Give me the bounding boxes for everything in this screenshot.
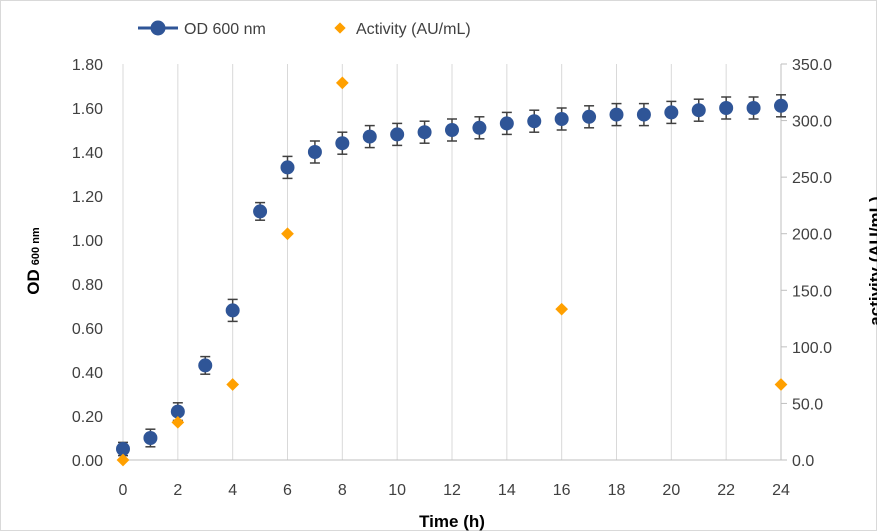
od-point — [554, 112, 569, 126]
x-tick-label: 16 — [553, 482, 571, 499]
od-point — [417, 125, 432, 140]
activity-point — [116, 453, 130, 467]
y2-tick-label: 200.0 — [792, 227, 832, 244]
x-tick-label: 18 — [608, 482, 626, 499]
od-point — [170, 404, 185, 419]
y2-tick-label: 150.0 — [792, 283, 832, 300]
od-point — [198, 358, 213, 373]
od-point — [472, 120, 487, 135]
od-point — [362, 129, 377, 144]
legend-od-marker — [150, 20, 166, 36]
od-point — [719, 101, 734, 115]
x-tick-label: 22 — [717, 482, 735, 499]
od-point — [253, 204, 268, 219]
y-tick-label: 0.60 — [72, 321, 103, 338]
y2-tick-label: 250.0 — [792, 170, 832, 187]
series-layer — [116, 76, 788, 467]
y2-tick-label: 100.0 — [792, 340, 832, 357]
axis-layer: 0 2 4 6 8 10 12 14 16 18 20 22 240.000.200.400.600.8… — [72, 57, 832, 499]
od-point — [527, 114, 542, 129]
od-point — [636, 107, 651, 122]
y-tick-label: 0.40 — [72, 365, 103, 382]
y-tick-label: 1.20 — [72, 189, 103, 206]
x-tick-label: 2 — [173, 482, 182, 499]
y-tick-label: 0.80 — [72, 277, 103, 294]
od-point — [499, 116, 514, 131]
y-tick-label: 1.60 — [72, 101, 103, 118]
legend-activity-marker — [334, 22, 346, 34]
x-tick-label: 14 — [498, 482, 516, 499]
od-point — [225, 303, 240, 318]
od-point — [746, 101, 761, 115]
y2-tick-label: 0.0 — [792, 453, 814, 470]
od-point — [307, 145, 322, 159]
x-axis-title: Time (h) — [419, 512, 485, 531]
activity-point — [171, 415, 185, 429]
od-point — [390, 127, 405, 142]
y-tick-label: 1.40 — [72, 145, 103, 162]
activity-point — [555, 302, 569, 316]
y2-tick-label: 50.0 — [792, 396, 823, 413]
x-tick-label: 0 — [119, 482, 128, 499]
x-tick-label: 6 — [283, 482, 292, 499]
od-point — [116, 442, 130, 456]
activity-point — [774, 378, 788, 391]
od-point — [609, 107, 624, 122]
y-tick-label: 1.80 — [72, 57, 103, 74]
y-tick-label: 0.20 — [72, 409, 103, 426]
y2-tick-label: 300.0 — [792, 114, 832, 131]
x-tick-label: 4 — [228, 482, 237, 499]
y-axis-title: OD 600 nm — [24, 227, 43, 295]
y-tick-label: 1.00 — [72, 233, 103, 250]
od-point — [280, 160, 295, 175]
x-tick-label: 12 — [443, 482, 461, 499]
y-axis-title-sub: 600 nm — [30, 227, 42, 265]
od-point — [691, 103, 706, 118]
od-point — [774, 98, 788, 113]
legend-od-label: OD 600 nm — [184, 21, 266, 38]
od-point — [582, 109, 597, 124]
od-point — [664, 105, 679, 120]
y2-tick-label: 350.0 — [792, 57, 832, 74]
y-tick-label: 0.00 — [72, 453, 103, 470]
activity-point — [281, 227, 294, 241]
legend-activity-label: Activity (AU/mL) — [356, 21, 471, 38]
od-point — [445, 123, 459, 137]
activity-point — [335, 76, 349, 90]
activity-point — [226, 378, 240, 391]
x-tick-label: 20 — [662, 482, 680, 499]
legend: OD 600 nm Activity (AU/mL) — [138, 20, 471, 38]
x-tick-label: 8 — [338, 482, 347, 499]
x-tick-label: 24 — [772, 482, 790, 499]
x-tick-label: 10 — [388, 482, 406, 499]
od-point — [335, 136, 350, 151]
y-axis-title-main: OD — [24, 269, 43, 295]
od-point — [143, 431, 158, 445]
y2-axis-title: activity (AU/mL) — [866, 196, 877, 325]
